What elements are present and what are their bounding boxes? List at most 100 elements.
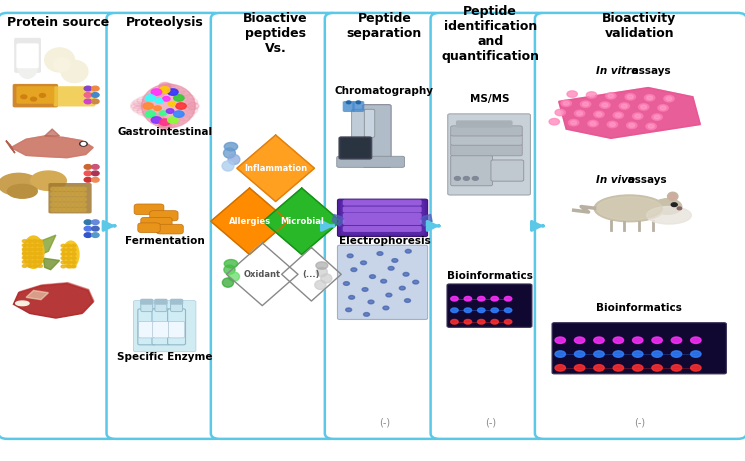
Circle shape	[555, 337, 565, 343]
FancyBboxPatch shape	[343, 226, 422, 232]
Ellipse shape	[668, 192, 678, 201]
Text: (-): (-)	[485, 418, 495, 428]
FancyBboxPatch shape	[340, 201, 425, 235]
Circle shape	[621, 104, 627, 108]
FancyBboxPatch shape	[451, 144, 522, 156]
Circle shape	[68, 203, 74, 207]
Circle shape	[491, 319, 498, 324]
Circle shape	[589, 93, 595, 97]
FancyBboxPatch shape	[14, 40, 41, 73]
Circle shape	[92, 165, 99, 169]
Circle shape	[160, 83, 172, 90]
Circle shape	[316, 262, 328, 269]
Circle shape	[76, 208, 82, 212]
FancyBboxPatch shape	[156, 225, 183, 234]
Circle shape	[405, 299, 410, 302]
Circle shape	[28, 256, 32, 259]
Circle shape	[567, 91, 577, 97]
Circle shape	[66, 244, 71, 247]
FancyBboxPatch shape	[54, 86, 95, 106]
FancyBboxPatch shape	[211, 13, 339, 439]
Circle shape	[574, 337, 585, 343]
Circle shape	[84, 171, 92, 176]
Circle shape	[586, 92, 597, 98]
Circle shape	[569, 92, 575, 96]
Circle shape	[594, 337, 604, 343]
Circle shape	[151, 89, 162, 95]
Circle shape	[574, 351, 585, 357]
Text: assays: assays	[624, 175, 667, 185]
Text: Allergies: Allergies	[229, 217, 270, 226]
Circle shape	[148, 92, 159, 100]
Circle shape	[504, 319, 512, 324]
Text: Specific Enzyme: Specific Enzyme	[117, 352, 212, 362]
FancyBboxPatch shape	[141, 217, 172, 228]
Circle shape	[478, 296, 485, 301]
Ellipse shape	[0, 173, 39, 195]
Text: (-): (-)	[634, 418, 644, 428]
Text: Bioinformatics: Bioinformatics	[447, 271, 533, 281]
FancyBboxPatch shape	[447, 284, 532, 327]
FancyBboxPatch shape	[140, 299, 153, 305]
FancyBboxPatch shape	[141, 301, 153, 312]
Circle shape	[633, 351, 643, 357]
Circle shape	[392, 259, 398, 262]
Circle shape	[349, 296, 355, 299]
Circle shape	[68, 208, 74, 212]
Ellipse shape	[224, 265, 235, 274]
Circle shape	[399, 286, 405, 290]
Circle shape	[61, 257, 66, 260]
Circle shape	[66, 257, 71, 260]
Circle shape	[403, 272, 409, 276]
Circle shape	[59, 198, 65, 201]
Text: assays: assays	[628, 65, 670, 76]
Circle shape	[174, 111, 184, 118]
FancyBboxPatch shape	[337, 245, 428, 319]
Circle shape	[413, 280, 419, 284]
FancyBboxPatch shape	[325, 13, 443, 439]
Circle shape	[451, 308, 458, 313]
FancyBboxPatch shape	[337, 156, 405, 167]
FancyBboxPatch shape	[337, 199, 428, 236]
Circle shape	[66, 248, 71, 251]
Circle shape	[66, 261, 71, 264]
Circle shape	[21, 95, 27, 99]
Circle shape	[361, 261, 367, 265]
Circle shape	[55, 208, 61, 212]
FancyBboxPatch shape	[107, 13, 223, 439]
Circle shape	[666, 97, 672, 100]
Circle shape	[671, 365, 682, 371]
Circle shape	[588, 120, 598, 127]
Circle shape	[691, 337, 701, 343]
Circle shape	[84, 233, 92, 237]
Circle shape	[84, 86, 92, 91]
Circle shape	[28, 252, 32, 255]
Circle shape	[72, 244, 76, 247]
Circle shape	[130, 101, 142, 109]
FancyBboxPatch shape	[138, 223, 160, 232]
Circle shape	[33, 248, 37, 251]
Circle shape	[594, 365, 604, 371]
Circle shape	[629, 124, 635, 127]
Circle shape	[72, 253, 76, 255]
Circle shape	[557, 111, 563, 114]
Circle shape	[658, 105, 668, 111]
Circle shape	[159, 83, 171, 91]
Text: Gastrointestinal: Gastrointestinal	[117, 127, 212, 137]
Circle shape	[33, 252, 37, 255]
Ellipse shape	[222, 161, 234, 171]
Circle shape	[22, 256, 27, 259]
Circle shape	[160, 122, 172, 130]
Circle shape	[76, 187, 82, 191]
Circle shape	[691, 351, 701, 357]
Circle shape	[159, 120, 171, 128]
FancyBboxPatch shape	[14, 38, 41, 45]
Circle shape	[173, 117, 185, 124]
Circle shape	[607, 121, 618, 128]
Circle shape	[168, 101, 176, 106]
Circle shape	[451, 319, 458, 324]
Circle shape	[463, 177, 469, 180]
Circle shape	[163, 121, 175, 128]
Circle shape	[178, 113, 190, 121]
Circle shape	[38, 248, 42, 251]
